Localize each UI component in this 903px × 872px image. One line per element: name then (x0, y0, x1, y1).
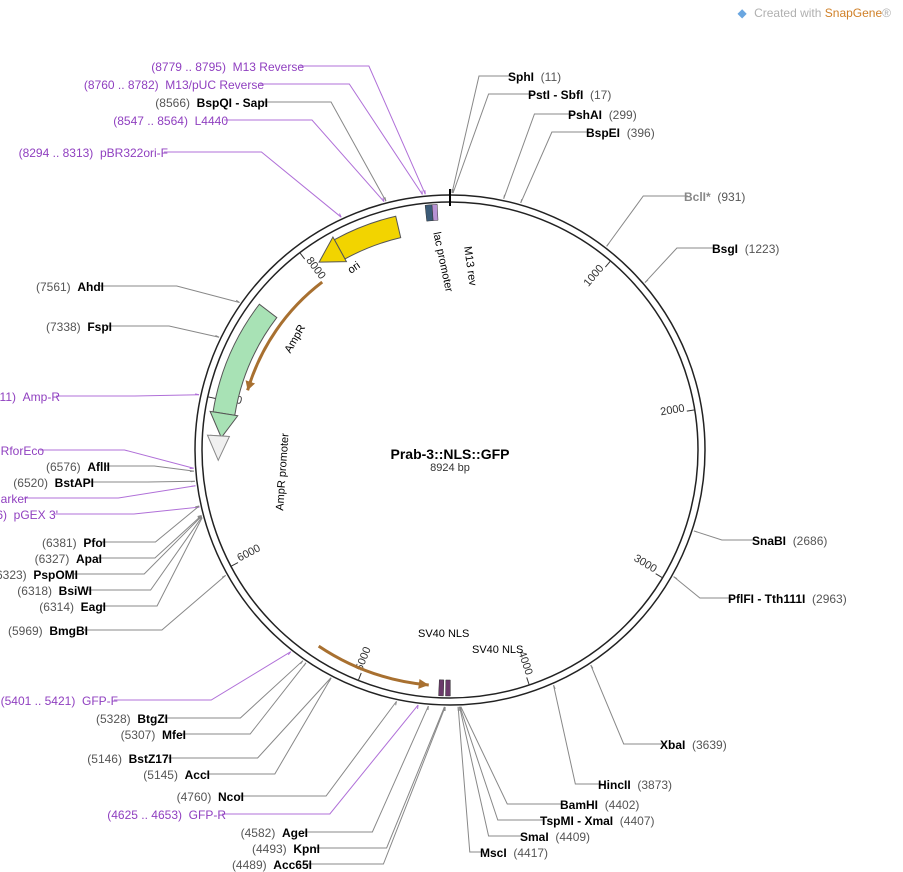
map-label: PflFI - Tth111I (2963) (728, 592, 847, 606)
map-label: (4760) NcoI (177, 790, 244, 804)
map-label: (6583 .. 6601) pBRforEco (0, 444, 44, 458)
map-label: (5969) BmgBI (8, 624, 88, 638)
feature-label: SV40 NLS (418, 628, 469, 640)
map-label: (4582) AgeI (241, 826, 308, 840)
map-label: (5307) MfeI (121, 728, 186, 742)
map-label: BsgI (1223) (712, 242, 779, 256)
svg-text:3000: 3000 (632, 552, 659, 575)
map-label: (7338) FspI (46, 320, 112, 334)
map-label: (5401 .. 5421) GFP-F (1, 694, 118, 708)
map-label: SphI (11) (508, 70, 561, 84)
map-label: (6364 .. 6386) pGEX 3' (0, 508, 58, 522)
map-label: HincII (3873) (598, 778, 672, 792)
map-label: (6323) PspOMI (0, 568, 78, 582)
map-label: (6992 .. 7011) Amp-R (0, 390, 60, 404)
plasmid-center-label: Prab-3::NLS::GFP 8924 bp (380, 446, 520, 474)
map-label: (8779 .. 8795) M13 Reverse (151, 60, 304, 74)
map-label: (6318) BsiWI (17, 584, 92, 598)
map-label: TspMI - XmaI (4407) (540, 814, 654, 828)
map-label: BspEI (396) (586, 126, 655, 140)
map-label: SmaI (4409) (520, 830, 590, 844)
map-label: (8566) BspQI - SapI (155, 96, 268, 110)
map-label: SnaBI (2686) (752, 534, 827, 548)
plasmid-name: Prab-3::NLS::GFP (380, 446, 520, 462)
map-label: BamHI (4402) (560, 798, 639, 812)
map-label: MscI (4417) (480, 846, 548, 860)
svg-text:2000: 2000 (659, 403, 685, 419)
map-label: (8760 .. 8782) M13/pUC Reverse (84, 78, 264, 92)
map-label: (7561) AhdI (36, 280, 104, 294)
map-label: (6520) BstAPI (13, 476, 94, 490)
map-label: (6576) AflII (46, 460, 110, 474)
svg-text:6000: 6000 (235, 542, 262, 564)
map-label: PstI - SbfI (17) (528, 88, 611, 102)
map-label: (5328) BtgZI (96, 712, 168, 726)
plasmid-size: 8924 bp (380, 462, 520, 474)
svg-text:1000: 1000 (582, 263, 607, 289)
map-label: (6327) ApaI (35, 552, 102, 566)
map-label: (6314) EagI (39, 600, 106, 614)
map-label: XbaI (3639) (660, 738, 727, 752)
map-label: (5145) AccI (143, 768, 210, 782)
map-label: (6381) PfoI (42, 536, 106, 550)
map-label: (6486 .. 6505) pRS-marker (0, 492, 28, 506)
map-label: (8294 .. 8313) pBR322ori-F (19, 146, 168, 160)
feature-label: SV40 NLS (472, 644, 523, 656)
map-label: PshAI (299) (568, 108, 637, 122)
map-label: (4625 .. 4653) GFP-R (107, 808, 226, 822)
map-label: (4493) KpnI (252, 842, 320, 856)
map-label: (5146) BstZ17I (87, 752, 172, 766)
map-label: (8547 .. 8564) L4440 (113, 114, 228, 128)
map-label: BclI* (931) (684, 190, 745, 204)
